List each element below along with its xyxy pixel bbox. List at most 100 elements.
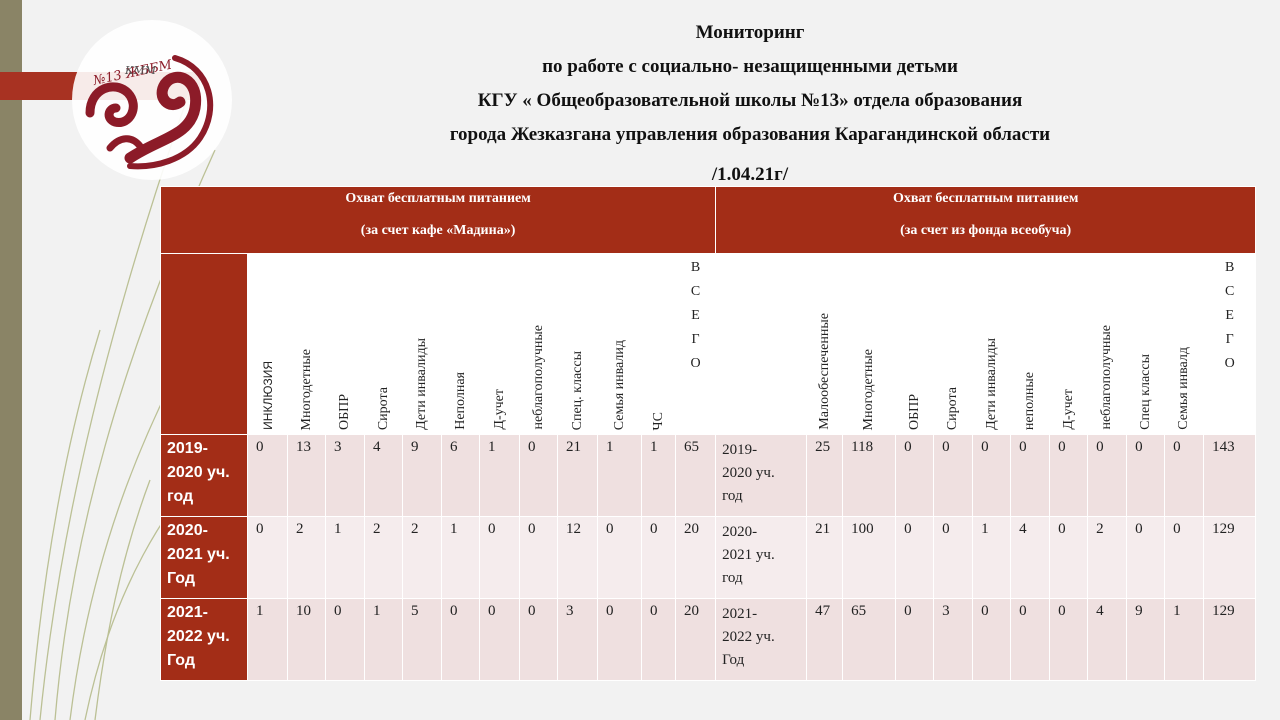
cell-value: 0 — [606, 603, 614, 619]
right-value-cell: 4 — [1087, 598, 1128, 681]
mid-year-label: 2021- 2022 уч. Год — [715, 598, 808, 681]
left-value-cell: 4 — [364, 434, 403, 517]
left-value-cell: 12 — [557, 516, 598, 599]
cell-value: 65 — [684, 439, 699, 455]
mid-label-line: Год — [722, 652, 745, 668]
column-header-label: ИНКЛЮЗИЯ — [260, 361, 275, 430]
cell-value: 1 — [334, 521, 342, 537]
right-value-cell: 0 — [1126, 434, 1166, 517]
column-header-label: Малообеспеченные — [816, 313, 832, 430]
left-column-header: Неполная — [441, 253, 480, 435]
cell-value: 47 — [815, 603, 831, 619]
cell-value: 4 — [373, 439, 381, 455]
cell-value: 0 — [1096, 439, 1104, 455]
right-group-title: Охват бесплатным питанием — [892, 191, 1079, 206]
cell-value: 12 — [566, 521, 581, 537]
title-line: КГУ « Общеобразовательной школы №13» отд… — [477, 90, 1023, 111]
right-column-header: Д-учет — [1049, 253, 1089, 435]
left-decor-strip — [0, 0, 22, 720]
left-column-header: Дети инвалиды — [402, 253, 442, 435]
cell-value: 65 — [851, 603, 867, 619]
row-year-label: 2021- 2022 уч. Год — [160, 598, 248, 681]
cell-value: 2 — [296, 521, 304, 537]
column-header-label: Многодетные — [861, 348, 877, 431]
cell-value: 0 — [256, 439, 264, 455]
right-value-cell: 0 — [972, 598, 1012, 681]
cell-value: 0 — [650, 521, 658, 537]
column-header-label: Многодетные — [298, 348, 314, 431]
left-group-header: Охват бесплатным питанием (за счет кафе … — [159, 186, 717, 254]
left-value-cell: 0 — [479, 516, 520, 599]
right-value-cell: 118 — [842, 434, 897, 517]
row-year-label: 2020- 2021 уч. Год — [160, 516, 248, 599]
mid-label-line: 2020- — [722, 524, 758, 540]
total-letter: С — [1225, 284, 1235, 299]
cell-value: 5 — [411, 603, 419, 619]
column-header-label: Спец классы — [1137, 354, 1153, 430]
left-column-header: ОБПР — [325, 253, 365, 435]
table-row: 2021- 2022 уч. Год 1 10 0 1 5 0 0 0 3 0 0 20 2021- 2022 … — [160, 598, 1257, 681]
cell-value: 0 — [1058, 603, 1066, 619]
left-value-cell: 0 — [597, 516, 642, 599]
left-total-cell: 20 — [674, 516, 717, 599]
left-value-cell: 1 — [364, 598, 403, 681]
right-value-cell: 0 — [933, 434, 974, 517]
column-header-row: ИНКЛЮЗИЯ Многодетные ОБПР Сирота Дети инвали… — [160, 253, 1257, 435]
row-year-label: 2019- 2020 уч. год — [160, 434, 248, 517]
column-header-label: неполные — [1022, 371, 1038, 430]
column-header-label: Дети инвалиды — [414, 338, 429, 430]
cell-value: 0 — [606, 521, 614, 537]
total-letter: О — [1224, 356, 1235, 371]
left-value-cell: 0 — [519, 598, 558, 681]
cell-value: 0 — [904, 603, 912, 619]
title-line: по работе с социально- незащищенными дет… — [542, 56, 958, 77]
left-value-cell: 9 — [402, 434, 442, 517]
left-value-cell: 0 — [479, 598, 520, 681]
total-letter: В — [1225, 260, 1235, 275]
right-column-header: Дети инвалиды — [972, 253, 1012, 435]
cell-value: 1 — [373, 603, 381, 619]
cell-value: 129 — [1212, 603, 1235, 619]
right-value-cell: 1 — [1164, 598, 1205, 681]
left-column-header: Сирота — [364, 253, 403, 435]
right-total-cell: 129 — [1203, 516, 1257, 599]
cell-value: 1 — [650, 439, 658, 455]
table-row: 2019- 2020 уч. год 0 13 3 4 9 6 1 0 21 1 1 65 2019- 2020… — [160, 434, 1257, 517]
title-line: города Жезказгана управления образования… — [449, 124, 1051, 145]
row-label-line: 2019- — [167, 440, 208, 457]
right-value-cell: 100 — [842, 516, 897, 599]
cell-value: 9 — [1135, 603, 1143, 619]
right-total-cell: 129 — [1203, 598, 1257, 681]
row-label-line: год — [167, 488, 194, 505]
right-value-cell: 21 — [806, 516, 844, 599]
left-column-header: ЧС — [641, 253, 676, 435]
right-value-cell: 0 — [1049, 598, 1089, 681]
title-date: /1.04.21г/ — [711, 164, 789, 185]
cell-value: 0 — [488, 521, 496, 537]
left-value-cell: 1 — [325, 516, 365, 599]
cell-value: 3 — [334, 439, 342, 455]
cell-value: 3 — [942, 603, 950, 619]
total-letter: Г — [1225, 332, 1234, 347]
cell-value: 1 — [256, 603, 264, 619]
cell-value: 2 — [411, 521, 419, 537]
left-value-cell: 21 — [557, 434, 598, 517]
cell-value: 0 — [650, 603, 658, 619]
cell-value: 2 — [1096, 521, 1104, 537]
column-header-label: ОБПР — [337, 393, 352, 430]
cell-value: 0 — [904, 439, 912, 455]
cell-value: 2 — [373, 521, 381, 537]
column-header-label: Сирота — [945, 386, 961, 430]
cell-value: 0 — [1019, 603, 1027, 619]
left-value-cell: 0 — [597, 598, 642, 681]
column-header-label: Д-учет — [491, 389, 507, 430]
cell-value: 0 — [981, 603, 989, 619]
cell-value: 0 — [256, 521, 264, 537]
row-label-header — [160, 253, 248, 435]
right-value-cell: 2 — [1087, 516, 1128, 599]
left-value-cell: 3 — [325, 434, 365, 517]
left-value-cell: 1 — [479, 434, 520, 517]
left-value-cell: 6 — [441, 434, 480, 517]
